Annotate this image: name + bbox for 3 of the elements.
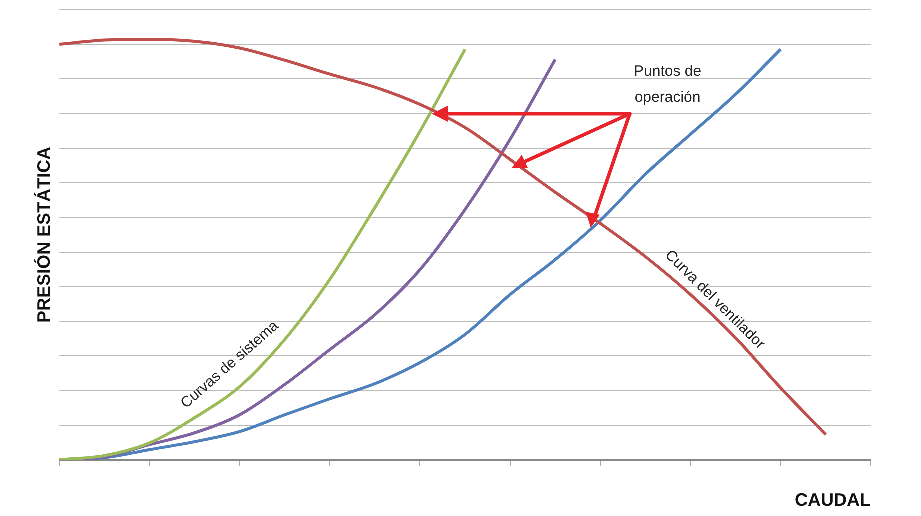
- annotation: Puntos de operación: [634, 63, 702, 106]
- x-axis-title: CAUDAL: [795, 490, 871, 510]
- y-axis-title: PRESIÓN ESTÁTICA: [34, 146, 54, 324]
